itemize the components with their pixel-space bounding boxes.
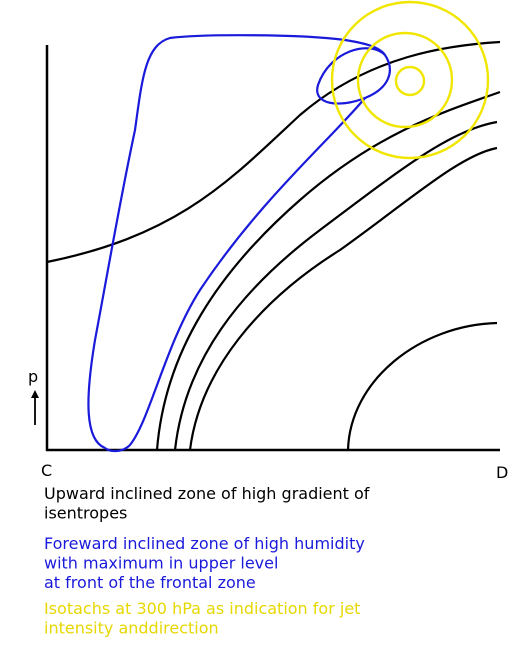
captions: Upward inclined zone of high gradient of… [44,484,370,638]
isentrope [346,321,498,451]
isentrope [155,90,501,451]
isotach [394,65,426,97]
caption-line: at front of the frontal zone [44,573,256,592]
x-end-label: D [496,463,508,482]
humidity-zone [104,97,366,453]
isotach [356,31,454,129]
isentrope [173,120,498,451]
caption-line: isentropes [44,504,127,523]
caption-line: Upward inclined zone of high gradient of [44,484,370,503]
humidity-maximum [316,47,391,105]
humidity-zone [87,34,386,450]
caption-line: with maximum in upper level [44,554,278,573]
caption-line: Foreward inclined zone of high humidity [44,534,365,553]
isentrope [188,146,498,451]
caption-line: Isotachs at 300 hPa as indication for je… [44,599,360,618]
x-start-label: C [41,461,52,480]
isotach [330,0,490,160]
pressure-arrowhead [31,390,39,398]
caption-line: intensity anddirection [44,619,219,638]
y-axis-label: p [28,367,38,386]
